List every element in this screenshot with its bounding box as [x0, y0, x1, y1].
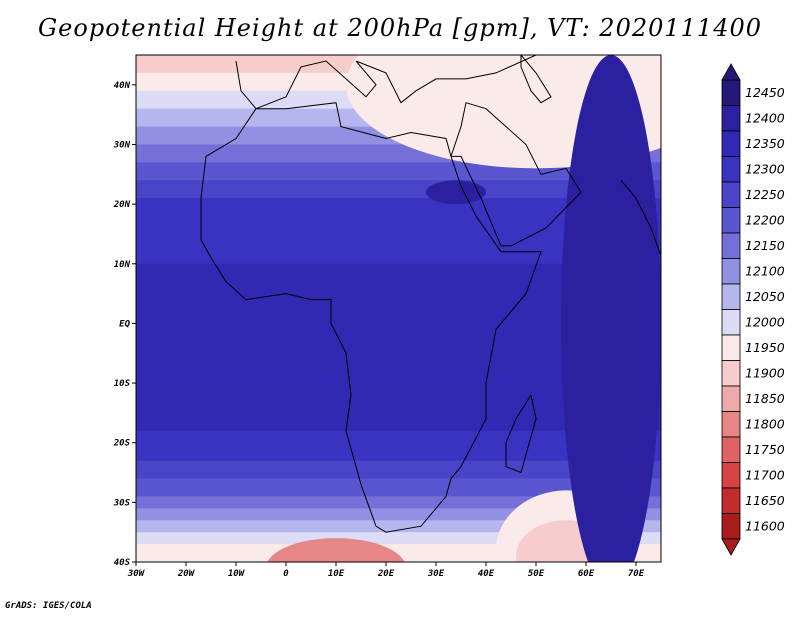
colorbar-label: 12150: [745, 238, 785, 253]
colorbar-label: 12000: [745, 314, 785, 329]
india-coastline: [620, 179, 661, 258]
colorbar-swatch: [721, 105, 741, 132]
y-tick-label: 10N: [114, 260, 131, 270]
colorbar: 12450 12400 12350 12300 12250 12200 12150 12100…: [721, 63, 785, 556]
colorbar-label: 12450: [745, 85, 785, 100]
y-tick-label: EQ: [119, 319, 130, 329]
field-band-12: [136, 460, 661, 480]
field-band-7: [136, 180, 661, 199]
colorbar-label: 12200: [745, 212, 785, 227]
colorbar-swatch: [721, 283, 741, 310]
y-tick-label: 20S: [113, 439, 131, 449]
x-tick-label: 30E: [427, 569, 445, 579]
geopotential-field: [136, 55, 661, 562]
y-tick-label: 40S: [114, 558, 131, 568]
colorbar-swatch: [721, 130, 741, 157]
x-tick-label: 20E: [377, 569, 395, 579]
colorbar-swatch: [721, 385, 741, 412]
x-tick-label: 20W: [177, 569, 196, 579]
colorbar-label: 12250: [745, 187, 785, 202]
grads-credit: GrADS: IGES/COLA: [5, 601, 92, 611]
y-tick-label: 30N: [113, 140, 131, 150]
colorbar-swatch: [721, 79, 741, 106]
colorbar-label: 11700: [745, 467, 785, 482]
colorbar-bottom-arrow: [721, 538, 741, 556]
field-anomaly-8: [561, 55, 661, 562]
y-axis-ticks: 40N 30N 20N 10N EQ 10S 20S 30S 40S: [113, 81, 136, 568]
x-tick-label: 60E: [578, 569, 595, 579]
colorbar-swatch: [721, 309, 741, 336]
colorbar-label: 11650: [745, 493, 785, 508]
africa-coastline: [200, 102, 542, 533]
y-tick-label: 30S: [113, 498, 131, 508]
y-tick-label: 40N: [114, 81, 131, 91]
field-anomaly-4: [346, 55, 661, 169]
colorbar-label: 11800: [745, 416, 785, 431]
colorbar-swatch: [721, 462, 741, 489]
x-tick-label: 40E: [478, 569, 495, 579]
colorbar-label: 11750: [745, 442, 785, 457]
x-tick-label: 50E: [528, 569, 545, 579]
colorbar-swatch: [721, 334, 741, 361]
colorbar-swatch: [721, 513, 741, 540]
europe-coastline: [235, 55, 537, 110]
y-tick-label: 20N: [113, 200, 131, 210]
field-anomaly-9: [426, 180, 486, 205]
colorbar-swatch: [721, 258, 741, 285]
colorbar-swatch: [721, 232, 741, 259]
colorbar-swatch: [721, 360, 741, 387]
colorbar-swatch: [721, 181, 741, 208]
coastline-overlay: [200, 55, 661, 533]
colorbar-label: 12300: [745, 161, 785, 176]
colorbar-label: 11950: [745, 340, 785, 355]
x-tick-label: 70E: [628, 569, 645, 579]
colorbar-swatch: [721, 436, 741, 463]
colorbar-label: 11900: [745, 365, 785, 380]
colorbar-swatch: [721, 411, 741, 438]
colorbar-label: 12050: [745, 289, 785, 304]
x-tick-label: 10E: [328, 569, 345, 579]
colorbar-swatch: [721, 207, 741, 234]
caspian-coastline: [520, 55, 552, 104]
colorbar-swatch: [721, 156, 741, 183]
colorbar-top-arrow: [721, 63, 741, 81]
map-frame: [135, 54, 662, 563]
colorbar-label: 12400: [745, 110, 785, 125]
colorbar-swatch: [721, 487, 741, 514]
madagascar-coastline: [505, 394, 537, 474]
chart-title: Geopotential Height at 200hPa [gpm], VT:…: [38, 14, 762, 42]
x-tick-label: 0: [283, 569, 289, 579]
x-tick-label: 10W: [228, 569, 246, 579]
x-tick-label: 30W: [127, 569, 146, 579]
y-tick-label: 10S: [114, 379, 131, 389]
field-anomaly-7: [267, 538, 405, 562]
colorbar-label: 11600: [745, 518, 785, 533]
arabia-coastline: [450, 102, 582, 247]
colorbar-label: 12350: [745, 136, 785, 151]
x-axis-ticks: 30W 20W 10W 0 10E 20E 30E 40E 50E 60E 70E: [127, 562, 645, 579]
colorbar-label: 11850: [745, 391, 785, 406]
colorbar-label: 12100: [745, 263, 785, 278]
field-band-13: [136, 478, 661, 497]
